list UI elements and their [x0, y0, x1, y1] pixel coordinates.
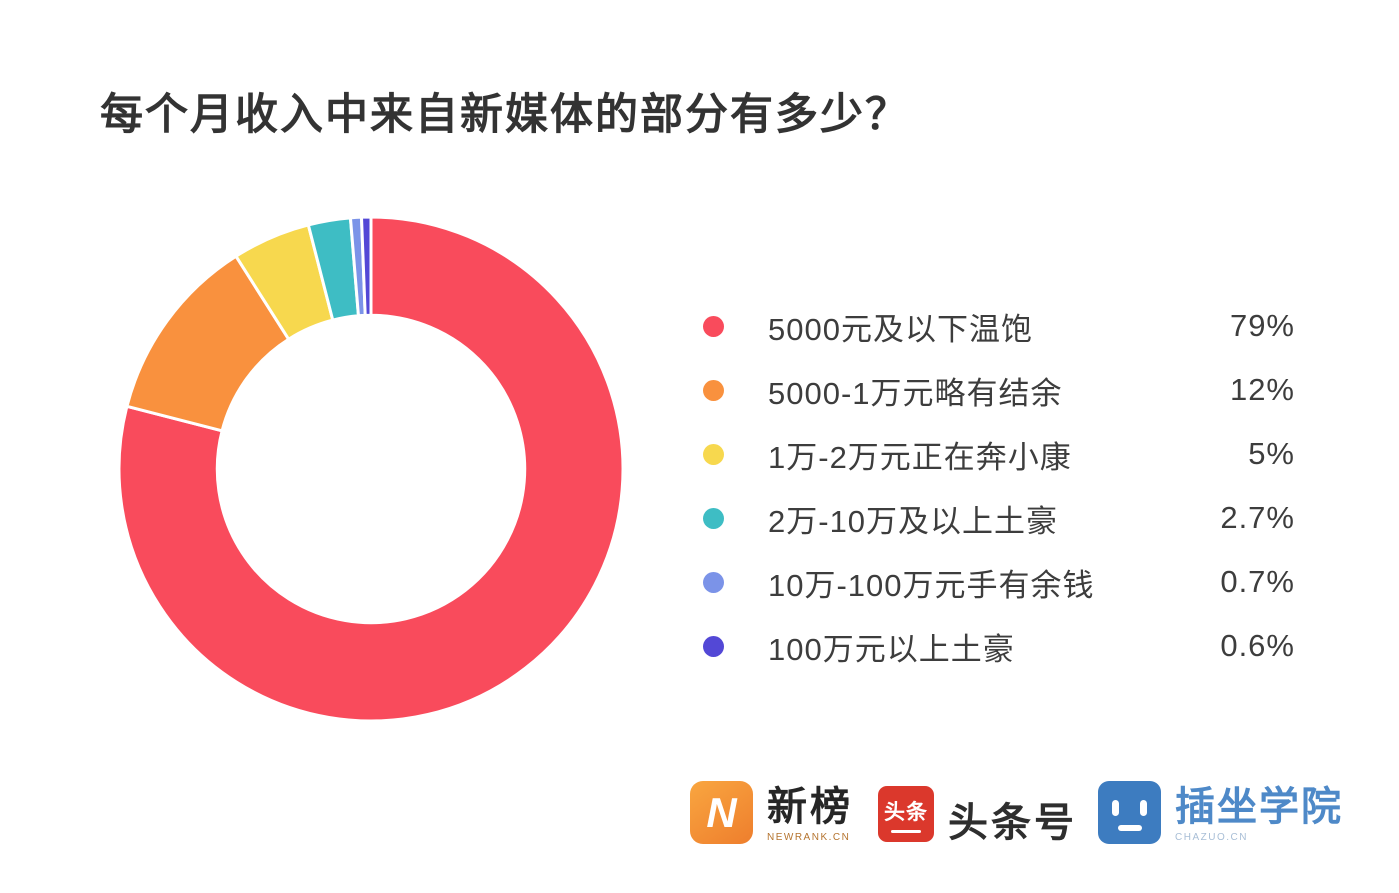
- legend-row: 1万-2万元正在奔小康 5%: [703, 422, 1295, 486]
- legend-label: 1万-2万元正在奔小康: [768, 439, 1072, 475]
- legend-dot-icon: [703, 379, 724, 401]
- chazuo-eye-icon: [1140, 800, 1147, 816]
- chazuo-eye-icon: [1112, 800, 1119, 816]
- toutiao-brand: 头条 头条号: [878, 781, 1077, 848]
- legend-label: 2万-10万及以上土豪: [768, 503, 1059, 539]
- chazuo-domain: CHAZUO.CN: [1175, 832, 1248, 843]
- donut-slice-0: [117, 215, 625, 723]
- legend-dot-icon: [703, 635, 724, 657]
- toutiao-badge-text: 头条: [884, 800, 928, 824]
- legend-dot-icon: [703, 315, 724, 337]
- legend-value: 2.7%: [1220, 500, 1295, 535]
- newrank-name: 新榜: [767, 785, 853, 829]
- chazuo-brand: 插坐学院 CHAZUO.CN: [1098, 781, 1343, 844]
- legend-dot-icon: [703, 507, 724, 529]
- donut-slice-5: [359, 215, 373, 317]
- legend-row: 100万元以上土豪 0.6%: [703, 614, 1295, 678]
- legend-label: 5000-1万元略有结余: [768, 375, 1063, 411]
- chazuo-logo-icon: [1098, 781, 1161, 844]
- legend-dot-icon: [703, 443, 724, 465]
- toutiao-badge-line: [891, 829, 921, 833]
- legend-row: 5000-1万元略有结余 12%: [703, 358, 1295, 422]
- legend-row: 5000元及以下温饱 79%: [703, 294, 1295, 358]
- newrank-brand: N 新榜 NEWRANK.CN: [690, 781, 853, 844]
- legend-label: 5000元及以下温饱: [768, 311, 1033, 347]
- legend-value: 5%: [1248, 436, 1295, 471]
- toutiao-logo-icon: 头条: [878, 786, 934, 842]
- newrank-domain: NEWRANK.CN: [767, 832, 851, 843]
- page-title: 每个月收入中来自新媒体的部分有多少？: [100, 91, 910, 139]
- newrank-logo-icon: N: [690, 781, 753, 844]
- legend-label: 10万-100万元手有余钱: [768, 567, 1095, 603]
- toutiao-name: 头条号: [948, 801, 1077, 845]
- donut-chart: [117, 215, 625, 723]
- legend-value: 79%: [1229, 308, 1295, 343]
- legend-dot-icon: [703, 571, 724, 593]
- legend-value: 0.7%: [1220, 564, 1295, 599]
- legend-value: 12%: [1229, 372, 1295, 407]
- chazuo-mouth-icon: [1117, 825, 1142, 831]
- legend-label: 100万元以上土豪: [768, 631, 1015, 667]
- chazuo-name: 插坐学院: [1175, 785, 1343, 829]
- legend-value: 0.6%: [1220, 628, 1295, 663]
- legend-row: 10万-100万元手有余钱 0.7%: [703, 550, 1295, 614]
- chart-legend: 5000元及以下温饱 79% 5000-1万元略有结余 12% 1万-2万元正在…: [703, 294, 1295, 678]
- legend-row: 2万-10万及以上土豪 2.7%: [703, 486, 1295, 550]
